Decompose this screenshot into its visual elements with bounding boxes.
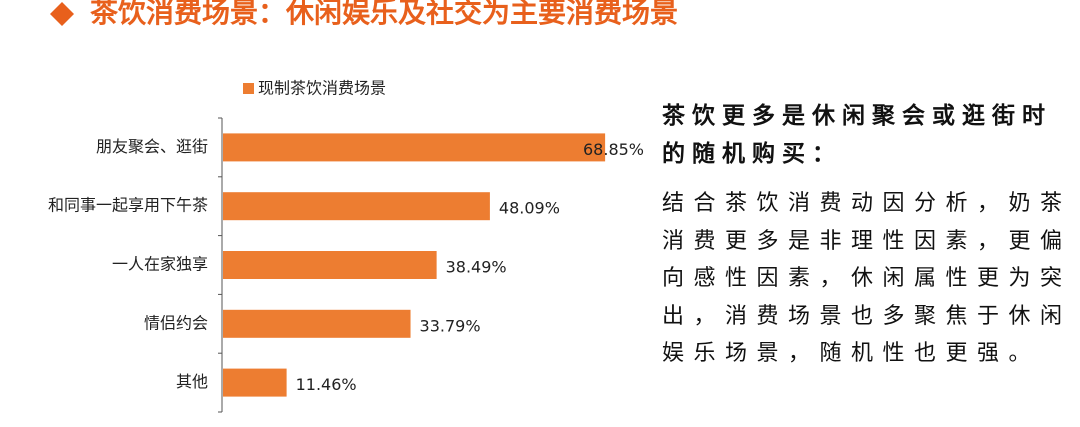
bar (223, 192, 490, 221)
slide-title: 茶饮消费场景：休闲娱乐及社交为主要消费场景 (90, 0, 678, 29)
y-tick-label: 情侣约会 (144, 313, 208, 332)
bar (223, 368, 287, 397)
value-label: 68.85% (583, 140, 644, 159)
bar (223, 251, 437, 279)
y-tick-label: 和同事一起享用下午茶 (48, 196, 208, 215)
value-label: 33.79% (420, 316, 481, 335)
bar (223, 133, 606, 162)
y-tick-label: 朋友聚会、逛街 (96, 137, 208, 156)
y-tick-label: 其他 (176, 372, 208, 391)
legend-swatch (243, 83, 254, 94)
value-label: 11.46% (296, 375, 357, 394)
note-body: 结合茶饮消费动因分析，奶茶消费更多是非理性因素，更偏向感性因素，休闲属性更为突出… (662, 191, 1072, 366)
legend-label: 现制茶饮消费场景 (258, 79, 386, 98)
value-label: 38.49% (446, 258, 507, 277)
bar (223, 309, 411, 338)
title-bullet (50, 2, 74, 26)
note-heading: 茶饮更多是休闲聚会或逛街时的随机购买： (662, 102, 1052, 167)
value-label: 48.09% (499, 199, 560, 218)
y-tick-label: 一人在家独享 (112, 255, 208, 274)
